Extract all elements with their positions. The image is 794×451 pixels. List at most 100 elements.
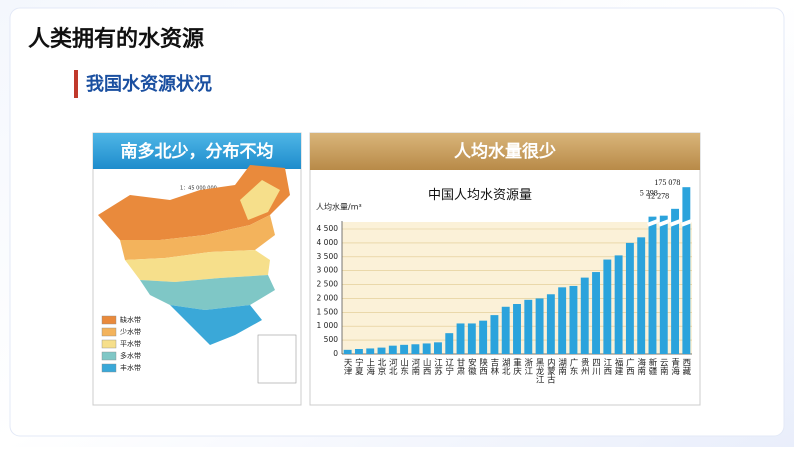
x-tick-label: 江西: [602, 358, 612, 376]
x-tick-label: 辽宁: [444, 358, 454, 375]
legend-swatch: [101, 315, 117, 325]
map-scale: 1：45 000 000: [180, 186, 217, 192]
legend-label: 少水带: [120, 327, 141, 336]
x-tick-label: 北京: [376, 358, 386, 376]
bar: [388, 345, 397, 354]
y-tick-label: 500: [324, 335, 339, 344]
slide-title: 人类拥有的水资源: [28, 26, 204, 52]
bar: [569, 285, 578, 354]
bar: [456, 323, 465, 354]
x-tick-label: 山东: [399, 357, 409, 375]
x-tick-label: 陕西: [478, 357, 488, 376]
axis-break: [681, 219, 692, 227]
x-tick-label: 吉林: [489, 358, 499, 376]
bar: [580, 277, 589, 354]
x-tick-label: 宁夏: [353, 357, 363, 375]
y-tick-label: 2 500: [317, 280, 339, 289]
bar: [603, 259, 612, 354]
y-tick-label: 0: [333, 349, 338, 358]
bar: [671, 208, 680, 354]
x-tick-label: 广西: [624, 357, 634, 376]
y-tick-label: 1 500: [317, 307, 339, 316]
bar: [558, 287, 567, 354]
y-tick-label: 1 000: [317, 321, 339, 330]
x-tick-label: 新疆: [647, 357, 657, 376]
bar: [637, 237, 646, 354]
bar: [501, 306, 510, 354]
map: [98, 165, 297, 384]
x-tick-label: 湖南: [557, 358, 567, 375]
bar: [377, 347, 386, 354]
legend-swatch: [101, 327, 117, 337]
bar: [625, 242, 634, 354]
value-label: 12 278: [647, 192, 669, 201]
chart-header: [310, 133, 700, 170]
bar: [422, 343, 431, 354]
x-tick-label: 天津: [342, 358, 352, 376]
legend-label: 平水带: [120, 339, 141, 348]
legend-swatch: [101, 351, 117, 361]
legend-label: 丰水带: [120, 363, 141, 372]
bar: [479, 320, 488, 354]
legend-label: 缺水带: [120, 315, 141, 324]
x-tick-label: 西藏: [681, 358, 691, 376]
bar: [354, 349, 363, 354]
bar: [592, 272, 600, 354]
x-tick-label: 青海: [670, 357, 680, 376]
x-tick-label: 江苏: [432, 358, 442, 376]
y-tick-label: 2 000: [317, 293, 339, 302]
x-tick-label: 浙江: [523, 357, 533, 376]
y-tick-label: 4 500: [317, 224, 339, 233]
bar: [434, 342, 442, 354]
x-tick-label: 河南: [410, 357, 420, 375]
legend-label: 多水带: [120, 351, 141, 360]
bar: [366, 348, 375, 354]
bar: [535, 298, 544, 354]
axis-break: [647, 219, 658, 227]
x-tick-label: 山西: [421, 357, 431, 376]
x-tick-label: 河北: [387, 357, 397, 376]
x-tick-label: 贵州: [579, 357, 589, 375]
chart-panel-title: 人均水量很少: [454, 141, 556, 162]
value-label: 175 078: [654, 178, 680, 187]
bar: [659, 215, 668, 354]
y-tick-label: 3 500: [317, 252, 339, 261]
accent-bar: [74, 70, 78, 98]
chart-title: 中国人均水资源量: [428, 187, 532, 202]
legend-swatch: [101, 339, 117, 349]
axis-break: [669, 219, 681, 227]
legend-swatch: [101, 363, 117, 373]
x-tick-label: 湖北: [500, 358, 510, 376]
y-tick-label: 3 000: [317, 266, 339, 275]
axis-break: [658, 219, 670, 227]
x-tick-label: 上海: [365, 358, 375, 376]
x-tick-label: 内蒙古: [545, 357, 555, 384]
bar: [343, 349, 352, 354]
value-label: 5 298: [640, 188, 658, 197]
map-header: [93, 133, 301, 169]
y-axis-label: 人均水量/m³: [316, 202, 362, 212]
x-tick-label: 安徽: [466, 357, 476, 376]
x-tick-label: 四川: [591, 358, 601, 375]
x-tick-label: 广东: [568, 357, 578, 375]
bar: [682, 187, 691, 354]
y-tick-label: 4 000: [317, 238, 339, 247]
bar: [445, 333, 454, 354]
bar: [411, 344, 420, 354]
bar: [467, 323, 476, 354]
bar: [524, 299, 533, 354]
x-tick-label: 云南: [658, 358, 668, 375]
bar: [400, 344, 409, 354]
bar: [648, 216, 657, 354]
x-tick-label: 福建: [613, 357, 623, 376]
bar: [614, 255, 623, 354]
bar: [546, 294, 555, 354]
bar: [490, 315, 499, 354]
x-tick-label: 海南: [636, 357, 646, 375]
map-title: 南多北少，分布不均: [121, 141, 274, 162]
x-tick-label: 重庆: [512, 357, 522, 376]
subtitle: 我国水资源状况: [86, 73, 212, 95]
bar: [513, 304, 521, 354]
x-tick-label: 甘肃: [455, 357, 465, 376]
